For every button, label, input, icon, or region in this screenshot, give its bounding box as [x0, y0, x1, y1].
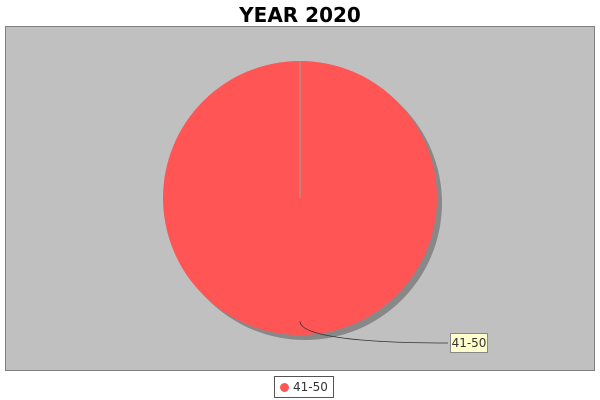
- slice-label-leader: [299, 321, 449, 344]
- pie-slices: [163, 61, 437, 335]
- slice-labels: 41-50: [299, 321, 488, 353]
- slice-label-box: [450, 333, 488, 353]
- legend-label: 41-50: [293, 380, 328, 394]
- chart-title: YEAR 2020: [239, 3, 361, 27]
- legend: 41-50: [274, 376, 334, 398]
- slice-label-text: 41-50: [452, 336, 487, 350]
- legend-swatch: [280, 382, 289, 392]
